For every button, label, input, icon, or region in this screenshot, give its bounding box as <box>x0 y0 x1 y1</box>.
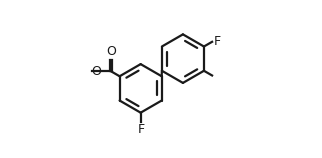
Text: O: O <box>106 45 116 58</box>
Text: F: F <box>213 35 221 48</box>
Text: F: F <box>138 123 145 136</box>
Text: O: O <box>91 65 101 78</box>
